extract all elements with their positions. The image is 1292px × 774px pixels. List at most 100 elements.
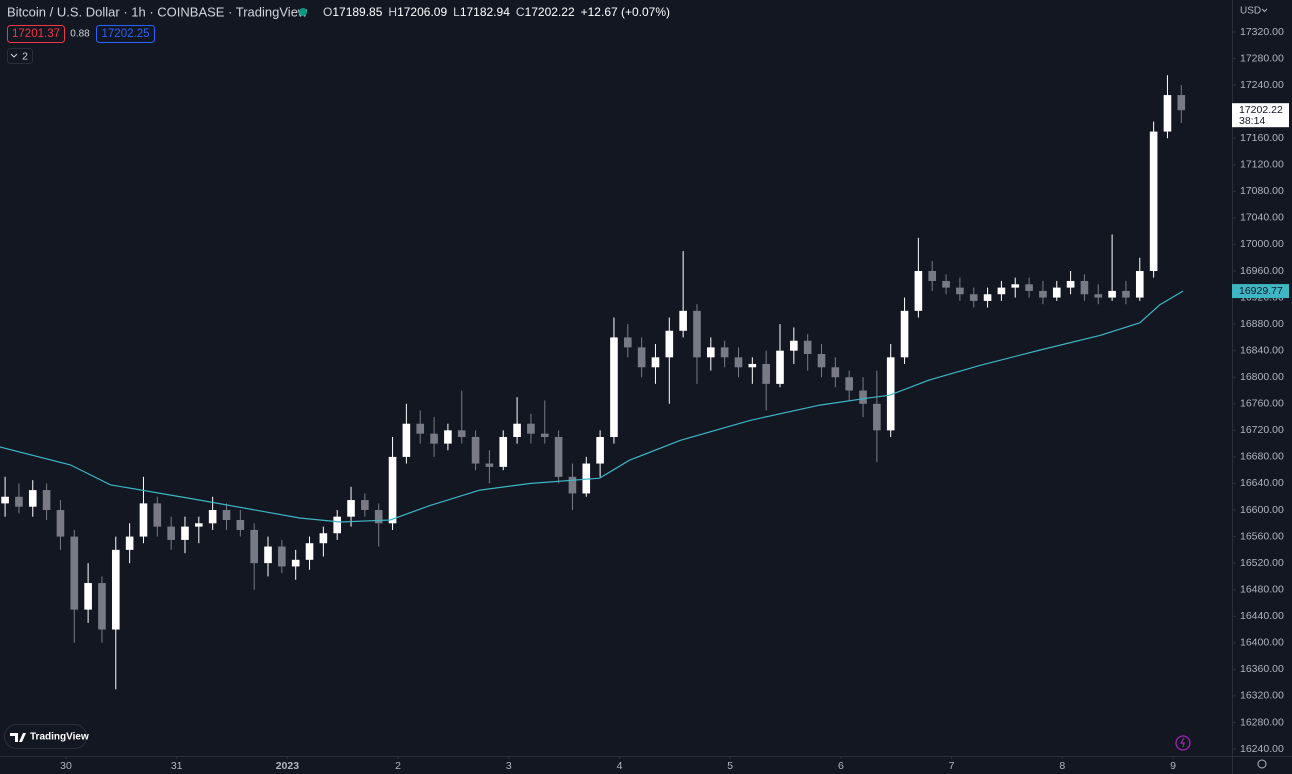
y-tick-label: 16600.00 — [1240, 504, 1284, 516]
x-tick-label: 31 — [171, 760, 183, 772]
candle-body — [347, 500, 355, 517]
candle-body — [181, 526, 189, 540]
candle-body — [111, 549, 120, 630]
candle-body — [1, 496, 9, 504]
last-price-label: 17202.22 — [1239, 104, 1283, 116]
y-tick-label: 16880.00 — [1240, 318, 1284, 330]
y-tick-label: 16440.00 — [1240, 610, 1284, 622]
candle-body — [28, 490, 37, 507]
candle-body — [1066, 280, 1075, 288]
y-tick-label: 16360.00 — [1240, 663, 1284, 675]
candle-body — [485, 463, 494, 467]
candle-body — [582, 463, 591, 494]
candle-body — [139, 503, 148, 537]
logo-text: TradingView — [30, 732, 89, 743]
ohlc-value: 17189.85 — [332, 5, 382, 19]
y-tick-label: 16840.00 — [1240, 344, 1284, 356]
candle-body — [250, 529, 258, 564]
candle-body — [374, 510, 383, 524]
y-tick-label: 16760.00 — [1240, 398, 1284, 410]
logo-badge — [4, 724, 87, 749]
candle-body — [651, 357, 660, 368]
candle-body — [208, 510, 217, 524]
candle-body — [153, 503, 162, 527]
y-tick-label: 17160.00 — [1240, 132, 1284, 144]
currency-label[interactable]: USD — [1240, 6, 1261, 17]
header: Bitcoin / U.S. Dollar · 1h · COINBASE · … — [7, 4, 670, 64]
candle-body — [554, 436, 563, 477]
candle-body — [333, 516, 342, 534]
candle-body — [1135, 271, 1144, 298]
candle-body — [873, 403, 881, 431]
ask-box[interactable] — [96, 25, 155, 43]
y-tick-label: 16520.00 — [1240, 557, 1284, 569]
y-tick-label: 16960.00 — [1240, 265, 1284, 277]
bid-box[interactable] — [7, 25, 65, 43]
indicators-count: 2 — [22, 50, 28, 62]
candle-body — [568, 476, 577, 494]
candle-body — [665, 330, 674, 358]
x-tick-label: 7 — [949, 760, 955, 772]
ma-price-box — [1232, 284, 1289, 299]
candle-body — [831, 367, 840, 378]
candle-body — [942, 280, 950, 288]
ohlc-key: O — [323, 5, 332, 19]
candle-body — [167, 526, 175, 540]
candle-body — [15, 496, 23, 507]
logo[interactable]: TradingView — [4, 724, 89, 749]
candle-body — [734, 357, 743, 368]
candle-body — [319, 533, 328, 544]
candle-body — [1177, 95, 1186, 111]
candle-body — [790, 340, 798, 351]
candle-body — [430, 433, 438, 444]
candle-body — [1108, 290, 1116, 298]
y-tick-label: 16720.00 — [1240, 424, 1284, 436]
ohlc-value: 17206.09 — [397, 5, 447, 19]
candle-body — [803, 340, 812, 354]
candle-body — [914, 271, 923, 311]
candle-body — [527, 423, 535, 434]
candle-body — [1080, 280, 1089, 295]
candle-body — [222, 510, 231, 520]
plot — [0, 75, 1186, 690]
candle-body — [291, 559, 300, 567]
candle-body — [983, 294, 992, 301]
indicators-toggle[interactable] — [7, 48, 33, 64]
x-tick-label: 6 — [838, 760, 844, 772]
y-tick-label: 17000.00 — [1240, 238, 1284, 250]
candle-body — [596, 436, 604, 464]
candle-body — [402, 423, 411, 457]
candle-body — [416, 423, 425, 434]
y-tick-label: 16280.00 — [1240, 716, 1284, 728]
moving-average — [0, 290, 1184, 523]
ma-price-label: 16929.77 — [1239, 285, 1283, 297]
ask-price: 17202.25 — [102, 28, 150, 40]
candle-body — [956, 287, 964, 295]
candle-body — [610, 337, 618, 437]
y-tick-label: 16640.00 — [1240, 477, 1284, 489]
y-tick-label: 16320.00 — [1240, 690, 1284, 702]
countdown: 38:14 — [1239, 115, 1265, 127]
x-tick-label: 4 — [617, 760, 623, 772]
y-tick-label: 17040.00 — [1240, 212, 1284, 224]
x-tick-label: 3 — [506, 760, 512, 772]
y-tick-label: 16480.00 — [1240, 583, 1284, 595]
candle-body — [1025, 284, 1033, 291]
ohlc-key: H — [388, 5, 397, 19]
candle-body — [886, 357, 895, 431]
y-tick-label: 17240.00 — [1240, 79, 1284, 91]
candle-body — [84, 583, 92, 610]
candle-body — [471, 436, 480, 464]
candle-body — [540, 433, 549, 437]
ohlc-key: L — [453, 5, 460, 19]
candle-body — [56, 510, 65, 537]
candle-body — [1122, 290, 1130, 298]
settings-icon[interactable] — [1257, 759, 1267, 769]
candle-body — [236, 519, 245, 530]
candle-body — [859, 390, 867, 404]
candle-body — [264, 546, 272, 564]
alert-icon[interactable] — [1175, 735, 1191, 751]
ohlc-legend: O17189.85 H17206.09 L17182.94 C17202.22 +12.… — [323, 5, 670, 19]
x-tick-label: 30 — [60, 760, 72, 772]
